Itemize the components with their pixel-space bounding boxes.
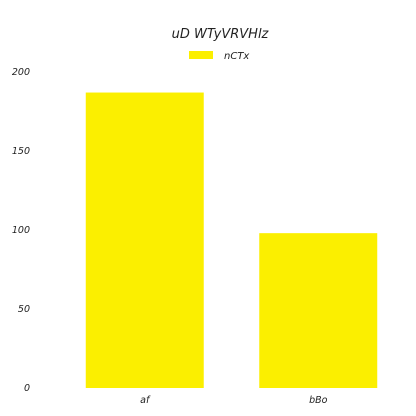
bars xyxy=(85,92,378,388)
bar-bBo xyxy=(259,233,378,388)
legend: nCTx xyxy=(189,51,249,62)
y-tick-label: 50 xyxy=(18,304,30,315)
y-tick-label: 200 xyxy=(12,67,30,78)
y-tick-label: 150 xyxy=(12,146,30,157)
bar-af xyxy=(85,92,204,388)
legend-swatch xyxy=(189,51,213,59)
y-tick-label: 100 xyxy=(12,225,30,236)
x-tick-label: af xyxy=(140,395,151,406)
x-tick-label: bBo xyxy=(309,395,328,406)
x-axis-ticks: af bBo xyxy=(140,395,327,406)
legend-label: nCTx xyxy=(224,51,249,62)
y-tick-label: 0 xyxy=(24,383,30,394)
chart-title: uD WTyVRVHlz xyxy=(172,27,270,42)
y-axis-ticks: 0 50 100 150 200 xyxy=(12,67,30,394)
